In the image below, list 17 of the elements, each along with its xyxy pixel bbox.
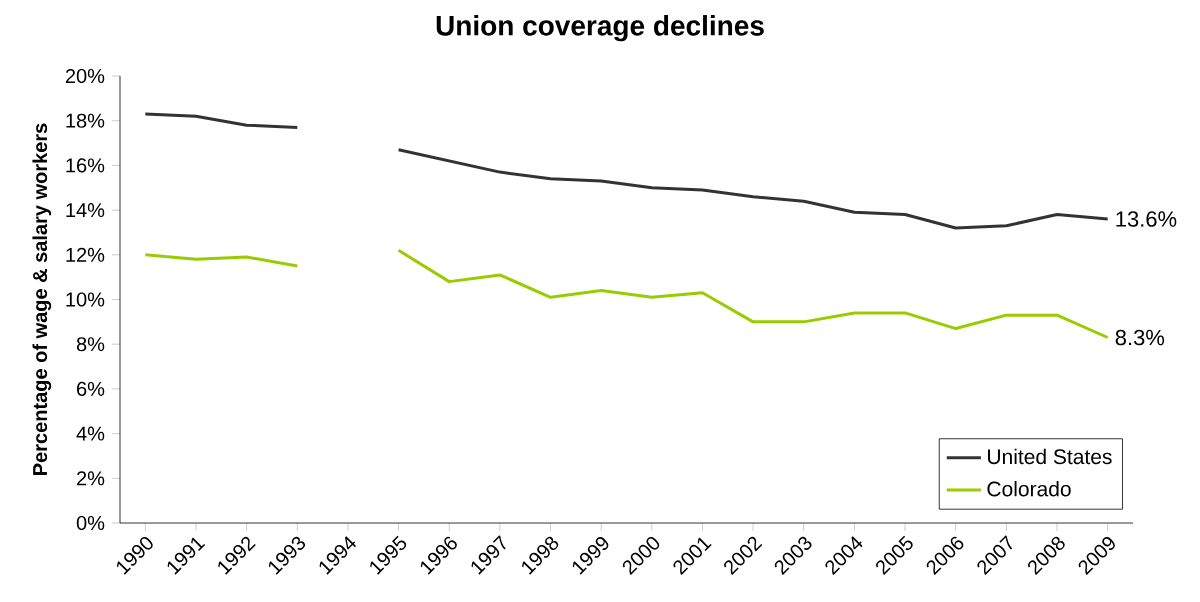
legend-label: United States [988, 448, 1112, 465]
y-tick-label: 8% [76, 337, 105, 352]
y-tick-label: 0% [76, 515, 105, 531]
y-tick-label: 6% [77, 381, 105, 396]
chart-title: Union coverage declines [436, 15, 764, 42]
y-tick-label: 18% [66, 113, 105, 128]
y-tick-label: 4% [76, 426, 105, 441]
annotation: 13.6% [1116, 211, 1177, 227]
y-axis-title: Percentage of wage & salary workers [32, 123, 52, 475]
y-tick-label: 16% [66, 158, 105, 173]
annotation: 8.3% [1115, 329, 1165, 346]
y-tick-label: 20% [65, 68, 105, 84]
y-tick-label: 12% [66, 247, 105, 262]
legend-label: Colorado [987, 480, 1071, 497]
y-tick-label: 14% [66, 203, 105, 218]
y-tick-label: 10% [66, 292, 105, 307]
y-tick-label: 2% [77, 471, 105, 486]
